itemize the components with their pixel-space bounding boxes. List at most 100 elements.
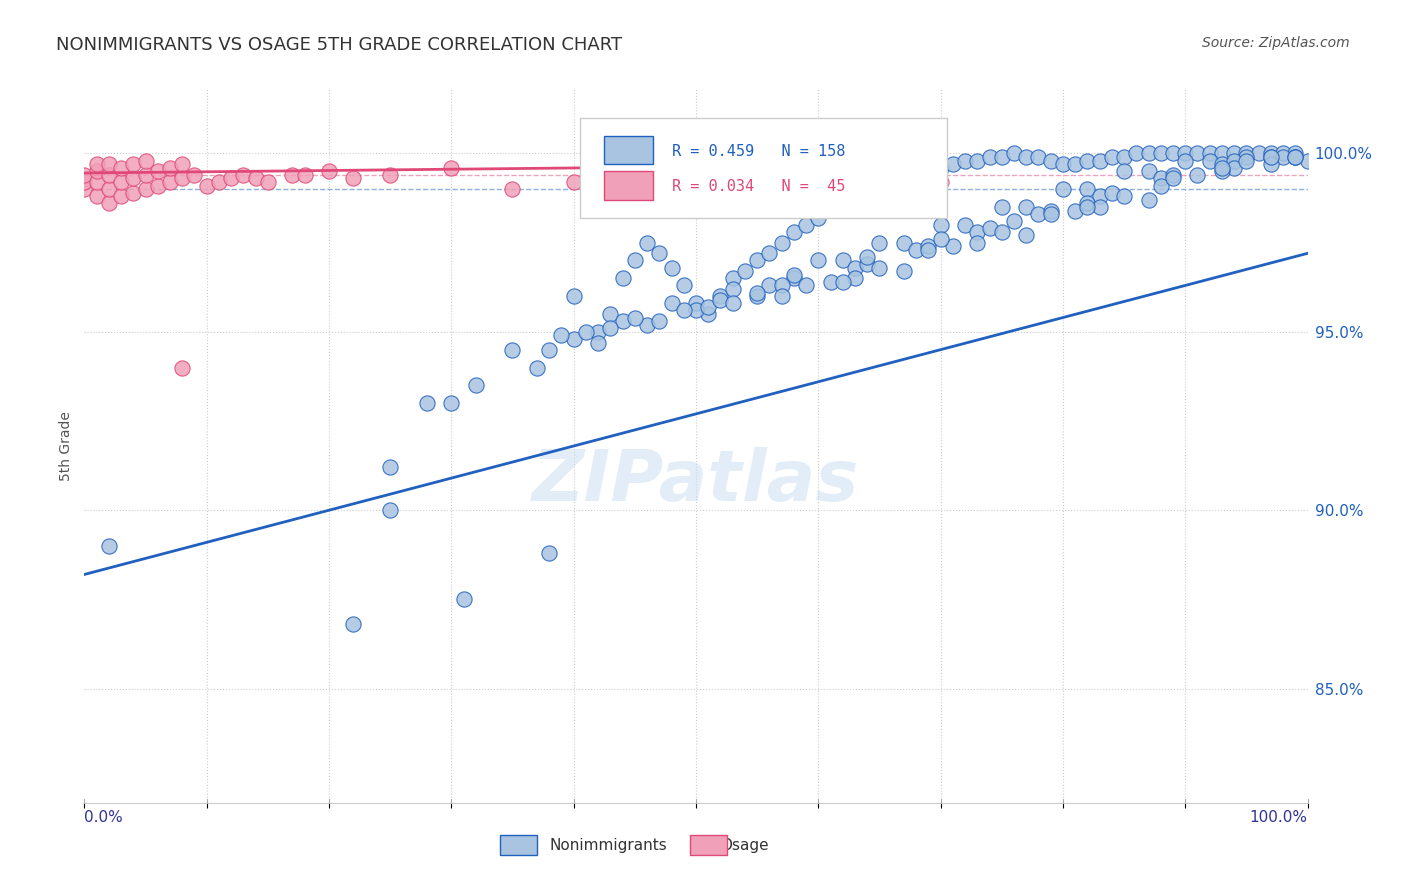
Point xyxy=(794,278,817,293)
Point xyxy=(697,307,720,321)
Point xyxy=(783,271,806,285)
Point xyxy=(97,168,120,182)
Point xyxy=(721,296,744,310)
Point xyxy=(1284,146,1306,161)
Point xyxy=(526,360,548,375)
Point xyxy=(1161,171,1184,186)
Point xyxy=(636,318,658,332)
Point xyxy=(146,178,169,193)
Point xyxy=(1236,153,1258,168)
Point xyxy=(685,296,707,310)
Point xyxy=(1150,171,1173,186)
Point xyxy=(1015,150,1038,164)
Point xyxy=(929,232,952,246)
Point xyxy=(893,164,915,178)
Point xyxy=(991,200,1014,214)
Point xyxy=(844,271,866,285)
Point xyxy=(159,175,181,189)
Point xyxy=(159,161,181,175)
Point xyxy=(281,168,304,182)
Point xyxy=(1002,146,1025,161)
Point xyxy=(294,168,316,182)
Point xyxy=(342,171,364,186)
Point xyxy=(1039,153,1062,168)
FancyBboxPatch shape xyxy=(579,118,946,218)
Point xyxy=(747,289,769,303)
Point xyxy=(440,161,463,175)
Point xyxy=(1236,150,1258,164)
Point xyxy=(245,171,267,186)
Point xyxy=(97,196,120,211)
Point xyxy=(562,175,585,189)
Point xyxy=(869,260,891,275)
Point xyxy=(1260,150,1282,164)
Text: ZIPatlas: ZIPatlas xyxy=(533,447,859,516)
Point xyxy=(183,168,205,182)
Point xyxy=(917,243,939,257)
Point xyxy=(1260,157,1282,171)
Point xyxy=(86,175,108,189)
Point xyxy=(586,335,609,350)
Text: NONIMMIGRANTS VS OSAGE 5TH GRADE CORRELATION CHART: NONIMMIGRANTS VS OSAGE 5TH GRADE CORRELA… xyxy=(56,36,623,54)
Point xyxy=(599,307,621,321)
Point xyxy=(464,378,486,392)
Point xyxy=(869,171,891,186)
Point xyxy=(135,168,157,182)
Point xyxy=(1198,146,1220,161)
Point xyxy=(856,257,879,271)
Point xyxy=(758,246,780,260)
FancyBboxPatch shape xyxy=(605,136,654,164)
Point xyxy=(502,343,524,357)
Point xyxy=(807,178,830,193)
Point xyxy=(820,200,842,214)
Point xyxy=(1211,161,1233,175)
Point xyxy=(672,278,695,293)
Point xyxy=(783,268,806,282)
Point xyxy=(929,218,952,232)
Text: R = 0.034   N =  45: R = 0.034 N = 45 xyxy=(672,179,845,194)
Point xyxy=(208,175,231,189)
Point xyxy=(1161,168,1184,182)
Point xyxy=(661,296,683,310)
Point xyxy=(1161,146,1184,161)
Point xyxy=(807,211,830,225)
Text: Nonimmigrants: Nonimmigrants xyxy=(550,838,666,853)
Point xyxy=(1039,207,1062,221)
Point xyxy=(1101,186,1123,200)
Point xyxy=(966,153,988,168)
Text: Osage: Osage xyxy=(720,838,769,853)
Point xyxy=(1223,161,1246,175)
Point xyxy=(991,150,1014,164)
Point xyxy=(562,332,585,346)
Point xyxy=(1284,150,1306,164)
Point xyxy=(1174,146,1197,161)
Point xyxy=(721,271,744,285)
Point xyxy=(624,253,647,268)
Point xyxy=(110,189,132,203)
Point xyxy=(538,546,561,560)
Point xyxy=(685,171,707,186)
Point xyxy=(953,153,976,168)
Point xyxy=(1211,164,1233,178)
Point xyxy=(380,460,402,475)
Point xyxy=(1272,146,1295,161)
Point xyxy=(661,260,683,275)
Point xyxy=(1114,189,1136,203)
Point xyxy=(636,235,658,250)
Point xyxy=(721,282,744,296)
Point xyxy=(1272,150,1295,164)
Point xyxy=(1223,153,1246,168)
Point xyxy=(770,235,793,250)
Point xyxy=(318,164,340,178)
Point xyxy=(869,235,891,250)
Point xyxy=(1076,196,1098,211)
Point xyxy=(172,157,194,171)
Text: 100.0%: 100.0% xyxy=(1250,810,1308,825)
Text: Source: ZipAtlas.com: Source: ZipAtlas.com xyxy=(1202,36,1350,50)
Point xyxy=(697,300,720,314)
Point xyxy=(1015,200,1038,214)
Point xyxy=(1137,164,1160,178)
Point xyxy=(758,278,780,293)
Point xyxy=(1088,200,1111,214)
Point xyxy=(1064,203,1087,218)
